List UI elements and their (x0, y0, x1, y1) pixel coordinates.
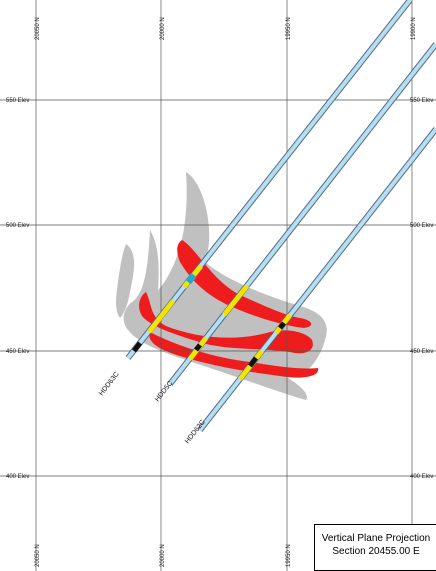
assay-interval (278, 321, 286, 330)
elevation-label-left: 400 Elev (6, 474, 29, 480)
northing-label-bottom: 20050 N (35, 544, 41, 567)
assay-interval (147, 299, 175, 334)
ore-zone-upper (177, 240, 312, 328)
drillhole-trace-fill (168, 42, 436, 386)
elevation-label-left: 550 Elev (6, 98, 29, 104)
elevation-label-right: 500 Elev (410, 223, 433, 229)
northing-label-top: 19950 N (286, 17, 292, 40)
assay-interval (194, 343, 202, 352)
assay-interval (222, 284, 249, 317)
envelope-shape-left (116, 244, 135, 318)
elevation-label-left: 450 Elev (6, 349, 29, 355)
drillhole-label: HDD63C (98, 371, 121, 397)
northing-label-bottom: 19950 N (286, 544, 292, 567)
grid-labels: 20050 N 20000 N 19950 N 19900 N 20050 N … (6, 17, 433, 567)
elevation-label-right: 400 Elev (410, 474, 433, 480)
assay-interval (185, 272, 197, 285)
drillhole-label: HDD5C (154, 380, 174, 403)
northing-label-top: 20050 N (35, 17, 41, 40)
projection-title: Vertical Plane Projection (321, 533, 431, 544)
elevation-label-right: 550 Elev (410, 98, 433, 104)
northing-label-bottom: 20000 N (160, 544, 166, 567)
section-subtitle: Section 20455.00 E (332, 546, 420, 557)
elevation-label-left: 500 Elev (6, 223, 29, 229)
drillhole-hdd5c: HDD5C (154, 42, 436, 403)
northing-label-top: 19900 N (411, 17, 417, 40)
northing-label-top: 20000 N (160, 17, 166, 40)
assay-interval (132, 341, 142, 353)
assay-interval (248, 356, 258, 368)
elevation-label-right: 450 Elev (410, 349, 433, 355)
ore-zone-lower (149, 332, 319, 378)
drillhole-trace-fill (126, 0, 412, 360)
drillhole-label: HDD62C (184, 419, 207, 445)
drillhole-trace-fill (198, 127, 436, 432)
section-title-box: Vertical Plane Projection Section 20455.… (314, 524, 436, 571)
